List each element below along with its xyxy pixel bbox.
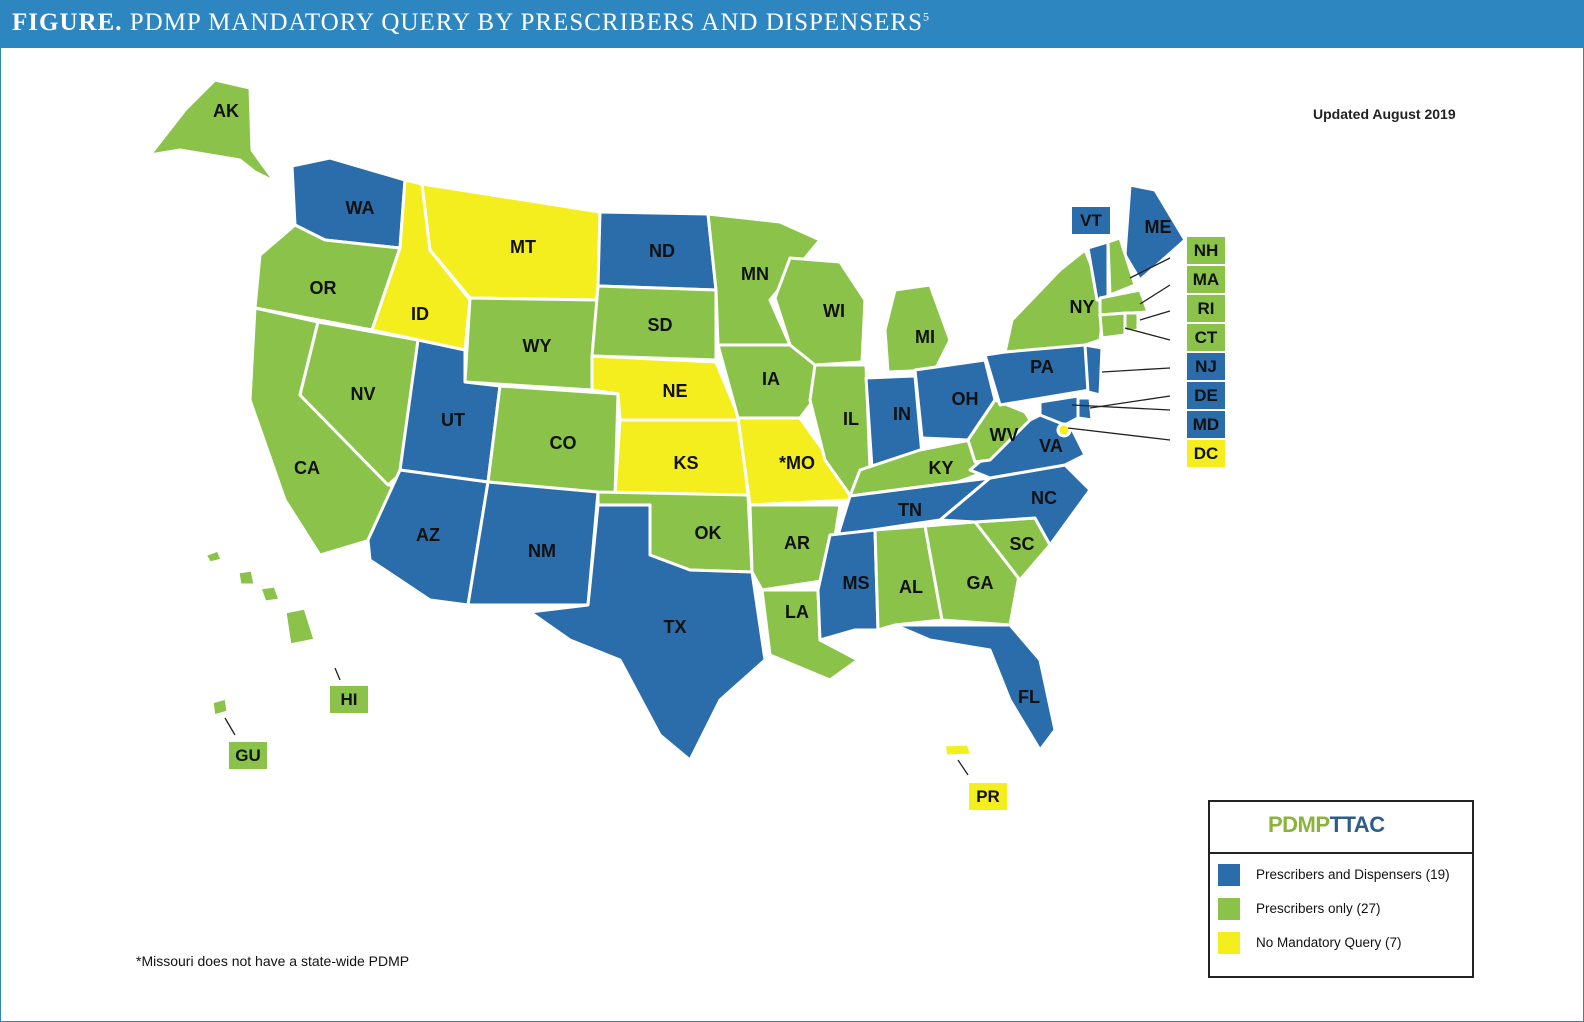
state-labels: WA OR CA NV ID MT WY UT AZ CO NM ND SD N… — [213, 101, 1172, 707]
legend-label: Prescribers only (27) — [1256, 901, 1381, 916]
state-dc[interactable] — [1056, 422, 1072, 438]
label-mn: MN — [741, 264, 769, 284]
label-md: MD — [1187, 411, 1225, 438]
leader-lines — [224, 257, 1171, 776]
label-co: CO — [550, 433, 577, 453]
label-ca: CA — [294, 458, 320, 478]
label-sd: SD — [647, 315, 672, 335]
state-pr[interactable] — [942, 742, 974, 758]
legend-label: Prescribers and Dispensers (19) — [1256, 867, 1450, 882]
label-pr: PR — [969, 783, 1007, 810]
label-wy: WY — [523, 336, 552, 356]
state-nh[interactable] — [1106, 236, 1137, 297]
label-ky: KY — [928, 458, 953, 478]
footnote-reference: 5 — [922, 9, 930, 24]
pdmp-ttac-logo: PDMPTTAC — [1210, 802, 1472, 854]
label-al: AL — [899, 577, 923, 597]
state-me[interactable] — [1123, 183, 1187, 282]
state-tx[interactable] — [528, 503, 767, 762]
label-ms: MS — [843, 573, 870, 593]
label-va: VA — [1039, 436, 1063, 456]
label-or: OR — [310, 278, 337, 298]
label-mt: MT — [510, 237, 536, 257]
logo-pdmp: PDMP — [1268, 812, 1330, 837]
label-ri: RI — [1187, 295, 1225, 322]
label-wi: WI — [823, 301, 845, 321]
label-in: IN — [893, 404, 911, 424]
state-nj[interactable] — [1083, 343, 1104, 397]
label-wa: WA — [346, 198, 375, 218]
legend-swatch — [1218, 932, 1240, 954]
figure-title-text: PDMP MANDATORY QUERY BY PRESCRIBERS AND … — [129, 9, 923, 36]
label-wv: WV — [990, 425, 1019, 445]
label-nj: NJ — [1187, 353, 1225, 380]
label-id: ID — [411, 304, 429, 324]
label-ak: AK — [213, 101, 239, 121]
legend-label: No Mandatory Query (7) — [1256, 935, 1402, 950]
label-ma: MA — [1187, 266, 1225, 293]
state-al[interactable] — [873, 524, 944, 632]
label-mi: MI — [915, 327, 935, 347]
label-nm: NM — [528, 541, 556, 561]
label-ia: IA — [762, 369, 780, 389]
label-gu: GU — [229, 742, 267, 769]
label-nv: NV — [350, 384, 375, 404]
label-oh: OH — [952, 389, 979, 409]
label-la: LA — [785, 602, 809, 622]
state-wv[interactable] — [966, 398, 1032, 464]
state-hi[interactable] — [203, 548, 317, 647]
label-ga: GA — [967, 573, 994, 593]
label-me: ME — [1145, 217, 1172, 237]
footnote: *Missouri does not have a state-wide PDM… — [136, 953, 410, 969]
logo-text: PDMPTTAC — [1268, 812, 1385, 838]
state-ri[interactable] — [1123, 311, 1140, 334]
label-nh: NH — [1187, 237, 1225, 264]
label-tn: TN — [898, 500, 922, 520]
state-ak[interactable] — [148, 78, 277, 184]
label-mo: *MO — [779, 453, 815, 473]
label-il: IL — [843, 409, 859, 429]
state-ma[interactable] — [1098, 288, 1150, 317]
state-mn[interactable] — [706, 212, 822, 347]
label-dc: DC — [1187, 440, 1225, 467]
state-sd[interactable] — [590, 284, 718, 362]
label-hi: HI — [330, 686, 368, 713]
state-fl[interactable] — [893, 623, 1057, 752]
label-nc: NC — [1031, 488, 1057, 508]
state-ar[interactable] — [748, 503, 842, 592]
label-ut: UT — [441, 410, 465, 430]
label-ok: OK — [695, 523, 722, 543]
label-pa: PA — [1030, 357, 1054, 377]
label-vt: VT — [1072, 207, 1110, 234]
state-de[interactable] — [1076, 396, 1094, 422]
label-tx: TX — [663, 617, 686, 637]
legend-swatch — [1218, 898, 1240, 920]
state-md[interactable] — [1038, 394, 1080, 427]
label-ks: KS — [673, 453, 698, 473]
legend: PDMPTTAC Prescribers and Dispensers (19)… — [1208, 800, 1474, 978]
figure-header: FIGURE. PDMP MANDATORY QUERY BY PRESCRIB… — [0, 0, 1584, 48]
state-gu[interactable] — [210, 696, 230, 718]
figure-title: FIGURE. PDMP MANDATORY QUERY BY PRESCRIB… — [12, 9, 930, 37]
figure-label: FIGURE. — [12, 9, 123, 36]
logo-ttac: TTAC — [1329, 812, 1386, 837]
updated-date: Updated August 2019 — [1313, 106, 1456, 122]
label-ny: NY — [1069, 297, 1094, 317]
label-ar: AR — [784, 533, 810, 553]
label-de: DE — [1187, 382, 1225, 409]
label-nd: ND — [649, 241, 675, 261]
label-ne: NE — [662, 381, 687, 401]
state-ct[interactable] — [1098, 311, 1127, 340]
label-fl: FL — [1018, 687, 1040, 707]
label-sc: SC — [1009, 534, 1034, 554]
legend-swatch — [1218, 864, 1240, 886]
label-ct: CT — [1187, 324, 1225, 351]
label-az: AZ — [416, 525, 440, 545]
